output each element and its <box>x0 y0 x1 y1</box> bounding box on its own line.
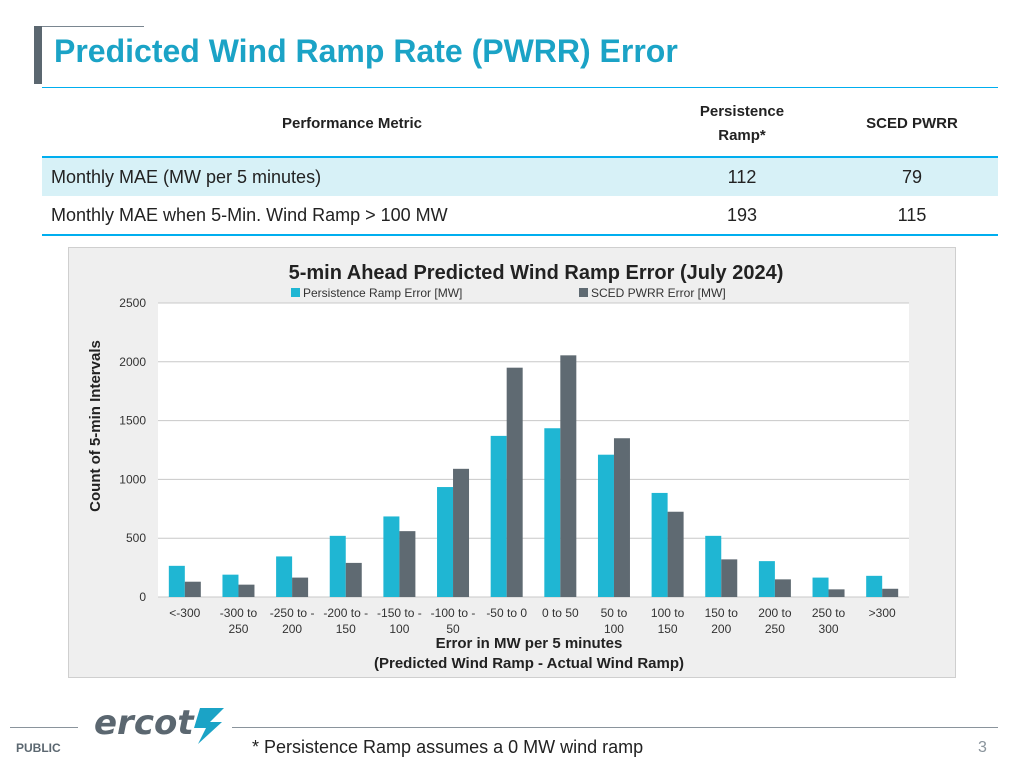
x-tick-label: 50 to <box>601 606 628 620</box>
bar-persistence <box>168 565 185 597</box>
bar-sced <box>238 584 255 597</box>
bar-persistence <box>758 561 775 597</box>
y-tick-label: 2500 <box>119 296 146 310</box>
legend-label: SCED PWRR Error [MW] <box>591 286 726 300</box>
x-tick-label: 150 to <box>705 606 739 620</box>
metric-label: Monthly MAE when 5-Min. Wind Ramp > 100 … <box>51 205 448 225</box>
bar-persistence <box>222 574 239 597</box>
x-tick-label: 100 <box>389 622 409 636</box>
bar-persistence <box>544 428 561 597</box>
x-axis-label-line2: (Predicted Wind Ramp - Actual Wind Ramp) <box>374 655 684 672</box>
y-tick-label: 2000 <box>119 355 146 369</box>
bar-persistence <box>383 516 400 597</box>
bar-sced <box>292 577 309 597</box>
wind-ramp-error-chart: 5-min Ahead Predicted Wind Ramp Error (J… <box>87 262 909 672</box>
footer-rule-left <box>10 727 78 728</box>
legend-label: Persistence Ramp Error [MW] <box>303 286 462 300</box>
bar-persistence <box>651 492 668 597</box>
chart-title: 5-min Ahead Predicted Wind Ramp Error (J… <box>289 262 784 284</box>
header-sced-pwrr: SCED PWRR <box>866 115 958 132</box>
chart-legend: Persistence Ramp Error [MW] SCED PWRR Err… <box>291 286 726 300</box>
bar-sced <box>613 438 630 597</box>
x-tick-label: 250 <box>765 622 785 636</box>
page-number: 3 <box>978 739 987 756</box>
x-tick-label: -100 to - <box>431 606 476 620</box>
bar-persistence <box>329 535 346 597</box>
y-tick-label: 0 <box>139 590 146 604</box>
header-persistence-ramp: Persistence Ramp* <box>699 103 785 144</box>
x-tick-label: 200 <box>711 622 731 636</box>
x-tick-label: 300 <box>819 622 839 636</box>
persistence-value: 112 <box>727 167 757 187</box>
chart-frame: 5-min Ahead Predicted Wind Ramp Error (J… <box>68 247 956 678</box>
public-label: PUBLIC <box>16 741 61 755</box>
x-tick-label: 150 <box>336 622 356 636</box>
table-row: Monthly MAE when 5-Min. Wind Ramp > 100 … <box>42 196 998 236</box>
bar-sced <box>184 581 201 597</box>
table-row: Monthly MAE (MW per 5 minutes) 112 79 <box>42 156 998 196</box>
title-accent-bar <box>34 26 42 84</box>
x-tick-label: >300 <box>869 606 896 620</box>
x-tick-label: -300 to <box>220 606 258 620</box>
metrics-table: Performance Metric Persistence Ramp* SCE… <box>42 96 998 236</box>
x-tick-label: 100 <box>604 622 624 636</box>
bar-sced <box>399 531 416 597</box>
y-tick-label: 1500 <box>119 414 146 428</box>
x-tick-label: -250 to - <box>270 606 315 620</box>
slide-title: Predicted Wind Ramp Rate (PWRR) Error <box>54 33 678 69</box>
x-tick-label: 100 to <box>651 606 685 620</box>
x-tick-label: 50 <box>446 622 460 636</box>
bar-sced <box>774 579 791 597</box>
bar-persistence <box>276 556 293 597</box>
title-top-line <box>34 26 144 27</box>
y-axis-label: Count of 5-min Intervals <box>87 340 104 512</box>
x-tick-label: 0 to 50 <box>542 606 579 620</box>
bar-sced <box>667 511 684 597</box>
ercot-logo-text: ercot <box>94 703 195 743</box>
bar-sced <box>506 367 523 597</box>
metrics-header-row: Performance Metric Persistence Ramp* SCE… <box>42 96 998 156</box>
x-tick-label: 150 <box>658 622 678 636</box>
ercot-logo-mark <box>194 708 224 744</box>
x-tick-label: 250 <box>228 622 248 636</box>
bar-sced <box>828 589 845 597</box>
bar-sced <box>345 562 362 597</box>
bar-sced <box>882 588 899 597</box>
x-tick-label: 200 to <box>758 606 792 620</box>
metric-label: Monthly MAE (MW per 5 minutes) <box>51 167 322 187</box>
x-tick-label: 250 to <box>812 606 846 620</box>
bar-persistence <box>866 575 883 597</box>
x-tick-label: -200 to - <box>323 606 368 620</box>
bar-persistence <box>705 535 722 597</box>
bar-persistence <box>437 487 454 597</box>
bar-sced <box>560 355 577 597</box>
y-tick-label: 1000 <box>119 472 146 486</box>
title-rule <box>42 87 998 88</box>
bar-persistence <box>812 577 829 597</box>
footnote: * Persistence Ramp assumes a 0 MW wind r… <box>252 737 644 757</box>
x-tick-label: -50 to 0 <box>486 606 527 620</box>
persistence-value: 193 <box>726 205 758 225</box>
legend-swatch <box>579 288 588 297</box>
plot-area: 0 500 1000 1500 2000 2500 <-300 -300 to 250 -250 … <box>119 296 909 636</box>
bar-persistence <box>490 435 507 597</box>
ercot-logo: ercot <box>94 703 224 744</box>
y-tick-label: 500 <box>126 531 146 545</box>
x-axis-label-line1: Error in MW per 5 minutes <box>436 635 623 652</box>
header-performance-metric: Performance Metric <box>281 115 423 132</box>
plot-background <box>158 303 909 597</box>
sced-value: 115 <box>897 205 927 225</box>
footer-rule-right <box>232 727 998 728</box>
legend-swatch <box>291 288 300 297</box>
bar-sced <box>721 559 738 597</box>
sced-value: 79 <box>901 167 923 187</box>
x-tick-label: 200 <box>282 622 302 636</box>
x-tick-label: <-300 <box>169 606 200 620</box>
bar-persistence <box>597 454 614 597</box>
x-tick-label: -150 to - <box>377 606 422 620</box>
bar-sced <box>453 468 470 597</box>
